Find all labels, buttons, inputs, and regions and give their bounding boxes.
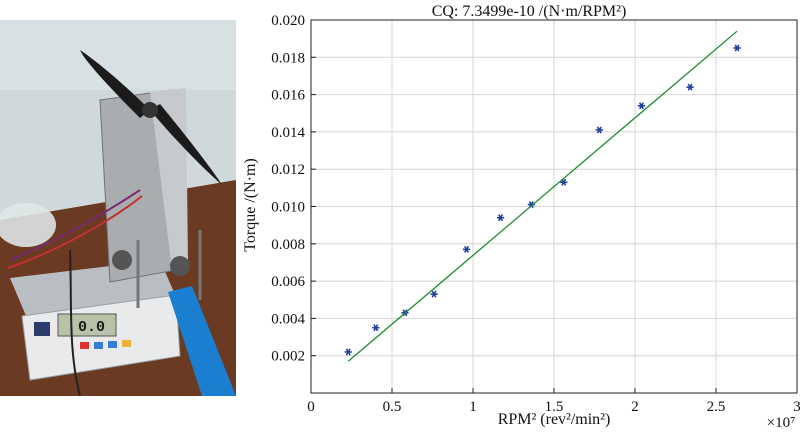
test-rig-photo: 0.0 <box>0 20 236 396</box>
x-axis-multiplier: ×10⁷ <box>767 415 796 431</box>
data-point <box>637 102 646 110</box>
data-point <box>344 348 352 356</box>
plastic-bag <box>0 203 56 247</box>
star-stroke <box>373 324 379 332</box>
data-point <box>372 324 380 332</box>
wire-purple <box>9 189 141 261</box>
scale-button-blue-2 <box>108 341 117 348</box>
y-tick-label: 0.014 <box>271 125 305 141</box>
x-axis-label: RPM² (rev²/min²) <box>498 411 611 428</box>
data-point <box>430 290 438 298</box>
x-tick-label: 2 <box>631 399 639 415</box>
bearing-right <box>170 256 190 276</box>
chart-title: CQ: 7.3499e-10 /(N·m/RPM²) <box>432 3 627 20</box>
y-tick-label: 0.020 <box>271 13 305 29</box>
star-stroke <box>345 348 351 356</box>
scale-button-red <box>80 342 89 349</box>
propeller-blade-upper <box>80 50 150 118</box>
y-tick-label: 0.006 <box>271 274 305 290</box>
data-point <box>462 245 471 253</box>
fit-line <box>347 30 738 362</box>
bearing-left <box>112 250 132 270</box>
chart-grid <box>311 20 797 393</box>
star-stroke <box>638 102 644 110</box>
cable-black <box>69 249 81 396</box>
star-stroke <box>498 214 504 222</box>
y-tick-label: 0.018 <box>271 50 305 66</box>
chart-ticks: 0 0.5 1 1.5 2 2.5 3 0.002 0.004 0.006 0.008 0.010 0.… <box>271 13 800 415</box>
y-tick-label: 0.004 <box>271 311 305 327</box>
data-point <box>686 83 694 91</box>
data-point <box>733 44 741 52</box>
y-tick-label: 0.012 <box>271 162 305 178</box>
x-tick-label: 1.5 <box>545 399 564 415</box>
star-stroke <box>734 44 740 52</box>
star-stroke <box>596 126 602 134</box>
y-tick-label: 0.002 <box>271 349 305 365</box>
y-tick-label: 0.010 <box>271 200 305 216</box>
propeller-hub <box>142 102 158 118</box>
plot-frame <box>310 19 798 394</box>
scale-button-orange <box>122 340 131 347</box>
star-stroke <box>464 245 470 253</box>
star-stroke <box>687 83 693 91</box>
x-tick-label: 1 <box>469 399 477 415</box>
scale-logo <box>34 322 50 336</box>
wall-upper <box>0 20 236 90</box>
data-point <box>496 214 505 222</box>
chart-plot-area <box>344 30 741 362</box>
scale-reading: 0.0 <box>78 319 105 336</box>
y-tick-label: 0.008 <box>271 237 305 253</box>
star-stroke <box>561 178 567 186</box>
x-tick-label: 0 <box>307 399 315 415</box>
wire-red <box>7 195 143 269</box>
scale-button-blue-1 <box>94 342 103 349</box>
x-tick-label: 2.5 <box>707 399 726 415</box>
star-stroke <box>431 290 437 298</box>
propeller-blade-lower <box>150 104 222 185</box>
y-tick-label: 0.016 <box>271 88 305 104</box>
torque-vs-rpm2-chart: CQ: 7.3499e-10 /(N·m/RPM²) 0 0.5 1 1.5 2 2.5 3… <box>242 3 800 431</box>
x-tick-label: 3 <box>793 399 800 415</box>
data-point <box>595 126 603 134</box>
x-tick-label: 0.5 <box>383 399 402 415</box>
y-axis-label: Torque /(N·m) <box>242 158 259 252</box>
blue-pipe <box>168 286 236 396</box>
